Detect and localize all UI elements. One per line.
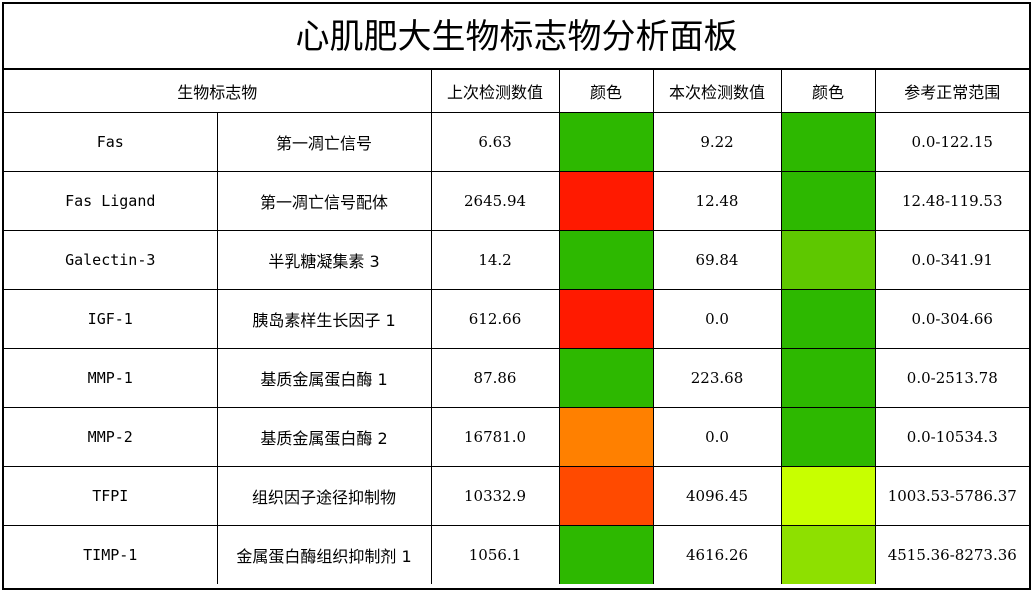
current-color-swatch (780, 466, 876, 526)
previous-value: 16781.0 (430, 407, 560, 467)
table-row: MMP-2 基质金属蛋白酶 2 16781.0 0.0 0.0-10534.3 (4, 407, 1030, 467)
current-value: 4096.45 (652, 466, 782, 526)
biomarker-code: MMP-1 (4, 348, 218, 408)
previous-color-swatch (558, 171, 654, 231)
biomarker-name: 半乳糖凝集素 3 (216, 230, 432, 290)
previous-value: 2645.94 (430, 171, 560, 231)
reference-range: 4515.36-8273.36 (874, 525, 1030, 584)
current-color-swatch (780, 525, 876, 584)
current-value: 12.48 (652, 171, 782, 231)
reference-range: 1003.53-5786.37 (874, 466, 1030, 526)
table-row: MMP-1 基质金属蛋白酶 1 87.86 223.68 0.0-2513.78 (4, 348, 1030, 408)
previous-color-swatch (558, 466, 654, 526)
header-previous-value: 上次检测数值 (430, 70, 560, 113)
current-value: 223.68 (652, 348, 782, 408)
previous-color-swatch (558, 230, 654, 290)
biomarker-name: 胰岛素样生长因子 1 (216, 289, 432, 349)
biomarker-name: 基质金属蛋白酶 2 (216, 407, 432, 467)
table-row: TIMP-1 金属蛋白酶组织抑制剂 1 1056.1 4616.26 4515.36-8… (4, 525, 1030, 584)
previous-value: 1056.1 (430, 525, 560, 584)
current-color-swatch (780, 230, 876, 290)
table-row: TFPI 组织因子途径抑制物 10332.9 4096.45 1003.53-5786.… (4, 466, 1030, 526)
current-color-swatch (780, 171, 876, 231)
biomarker-name: 组织因子途径抑制物 (216, 466, 432, 526)
biomarker-code: Fas (4, 112, 218, 172)
table-row: Fas 第一凋亡信号 6.63 9.22 0.0-122.15 (4, 112, 1030, 172)
header-current-color: 颜色 (780, 70, 876, 113)
previous-color-swatch (558, 348, 654, 408)
previous-value: 10332.9 (430, 466, 560, 526)
previous-value: 612.66 (430, 289, 560, 349)
previous-value: 6.63 (430, 112, 560, 172)
previous-color-swatch (558, 407, 654, 467)
biomarker-name: 第一凋亡信号 (216, 112, 432, 172)
current-color-swatch (780, 289, 876, 349)
current-color-swatch (780, 348, 876, 408)
header-previous-color: 颜色 (558, 70, 654, 113)
reference-range: 0.0-2513.78 (874, 348, 1030, 408)
biomarker-code: Galectin-3 (4, 230, 218, 290)
reference-range: 12.48-119.53 (874, 171, 1030, 231)
previous-color-swatch (558, 112, 654, 172)
biomarker-code: Fas Ligand (4, 171, 218, 231)
header-row: 生物标志物 上次检测数值 颜色 本次检测数值 颜色 参考正常范围 (4, 70, 1030, 113)
table-row: Galectin-3 半乳糖凝集素 3 14.2 69.84 0.0-341.91 (4, 230, 1030, 290)
biomarker-name: 金属蛋白酶组织抑制剂 1 (216, 525, 432, 584)
biomarker-code: MMP-2 (4, 407, 218, 467)
reference-range: 0.0-122.15 (874, 112, 1030, 172)
reference-range: 0.0-10534.3 (874, 407, 1030, 467)
previous-value: 14.2 (430, 230, 560, 290)
biomarker-code: IGF-1 (4, 289, 218, 349)
biomarker-name: 基质金属蛋白酶 1 (216, 348, 432, 408)
current-value: 9.22 (652, 112, 782, 172)
header-reference-range: 参考正常范围 (874, 70, 1030, 113)
reference-range: 0.0-341.91 (874, 230, 1030, 290)
previous-color-swatch (558, 525, 654, 584)
table-body: Fas 第一凋亡信号 6.63 9.22 0.0-122.15 Fas Ligand 第一凋… (4, 112, 1030, 584)
biomarker-name: 第一凋亡信号配体 (216, 171, 432, 231)
current-value: 0.0 (652, 407, 782, 467)
table-row: IGF-1 胰岛素样生长因子 1 612.66 0.0 0.0-304.66 (4, 289, 1030, 349)
current-color-swatch (780, 112, 876, 172)
previous-color-swatch (558, 289, 654, 349)
current-value: 69.84 (652, 230, 782, 290)
current-value: 0.0 (652, 289, 782, 349)
header-biomarker: 生物标志物 (4, 70, 432, 113)
previous-value: 87.86 (430, 348, 560, 408)
biomarker-code: TFPI (4, 466, 218, 526)
biomarker-table: 生物标志物 上次检测数值 颜色 本次检测数值 颜色 参考正常范围 Fas 第一凋亡… (4, 70, 1030, 584)
table-row: Fas Ligand 第一凋亡信号配体 2645.94 12.48 12.48-119.… (4, 171, 1030, 231)
header-current-value: 本次检测数值 (652, 70, 782, 113)
panel-title: 心肌肥大生物标志物分析面板 (4, 4, 1029, 70)
reference-range: 0.0-304.66 (874, 289, 1030, 349)
current-value: 4616.26 (652, 525, 782, 584)
current-color-swatch (780, 407, 876, 467)
biomarker-code: TIMP-1 (4, 525, 218, 584)
